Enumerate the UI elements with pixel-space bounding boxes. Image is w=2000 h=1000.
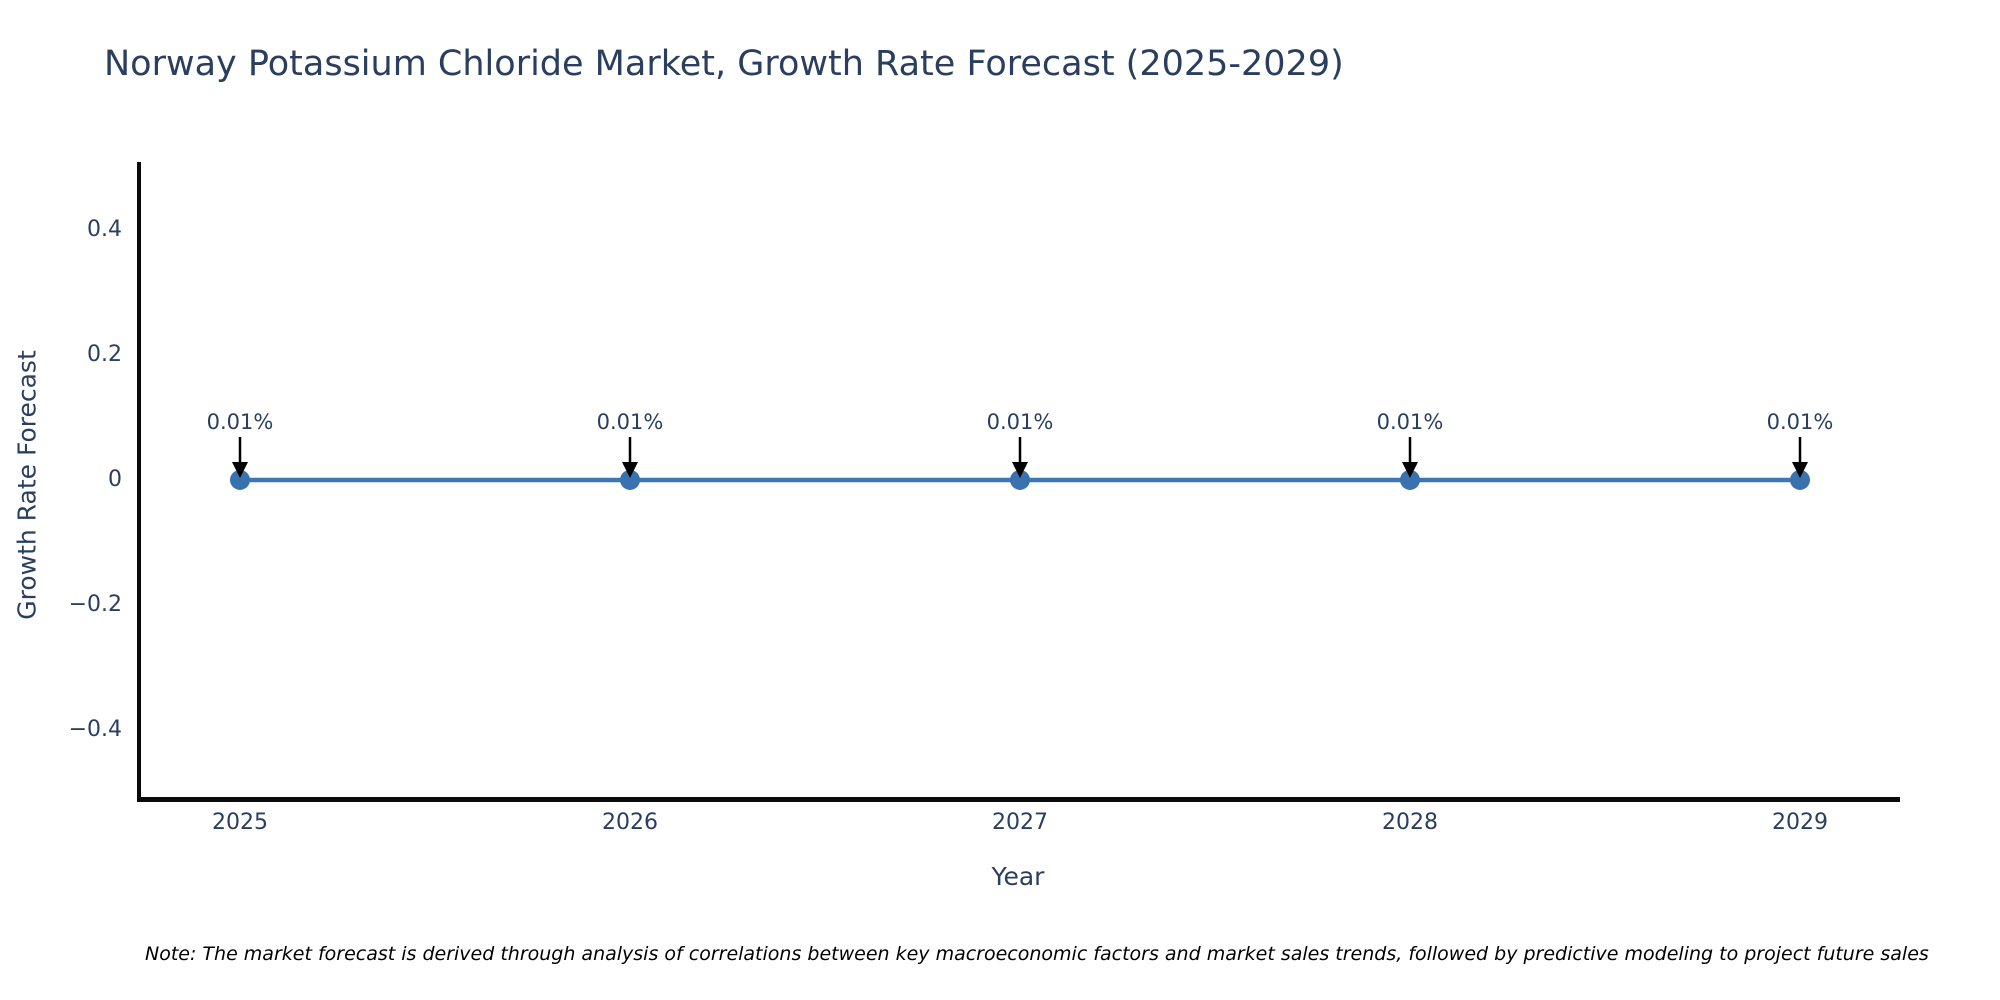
data-point-marker: [620, 469, 640, 490]
x-axis-line: [137, 797, 1900, 802]
y-tick-label: 0: [108, 467, 122, 492]
x-tick-label: 2025: [212, 810, 268, 835]
point-label: 0.01%: [596, 410, 664, 434]
data-point-marker: [1010, 469, 1030, 490]
data-point-marker: [230, 469, 250, 490]
point-label: 0.01%: [1376, 410, 1444, 434]
y-tick-label: 0.2: [87, 342, 122, 367]
chart-title: Norway Potassium Chloride Market, Growth…: [104, 44, 1344, 84]
y-tick-label: 0.4: [87, 217, 122, 242]
data-point-marker: [1790, 469, 1810, 490]
y-tick-label: −0.2: [68, 592, 122, 617]
annotation-arrow-head: [1402, 462, 1418, 478]
annotation-arrow-head: [232, 462, 248, 478]
y-axis-line: [137, 162, 141, 802]
point-label: 0.01%: [986, 410, 1054, 434]
x-tick-label: 2028: [1382, 810, 1438, 835]
y-tick-label: −0.4: [68, 717, 122, 742]
x-tick-label: 2029: [1772, 810, 1828, 835]
annotation-arrow-head: [622, 462, 638, 478]
x-tick-label: 2027: [992, 810, 1048, 835]
data-point-marker: [1400, 469, 1420, 490]
annotation-arrow-head: [1792, 462, 1808, 478]
point-label: 0.01%: [206, 410, 274, 434]
x-axis-title: Year: [991, 862, 1045, 891]
point-label: 0.01%: [1766, 410, 1834, 434]
x-tick-label: 2026: [602, 810, 658, 835]
footnote: Note: The market forecast is derived thr…: [145, 943, 1929, 965]
annotation-arrow-head: [1012, 462, 1028, 478]
